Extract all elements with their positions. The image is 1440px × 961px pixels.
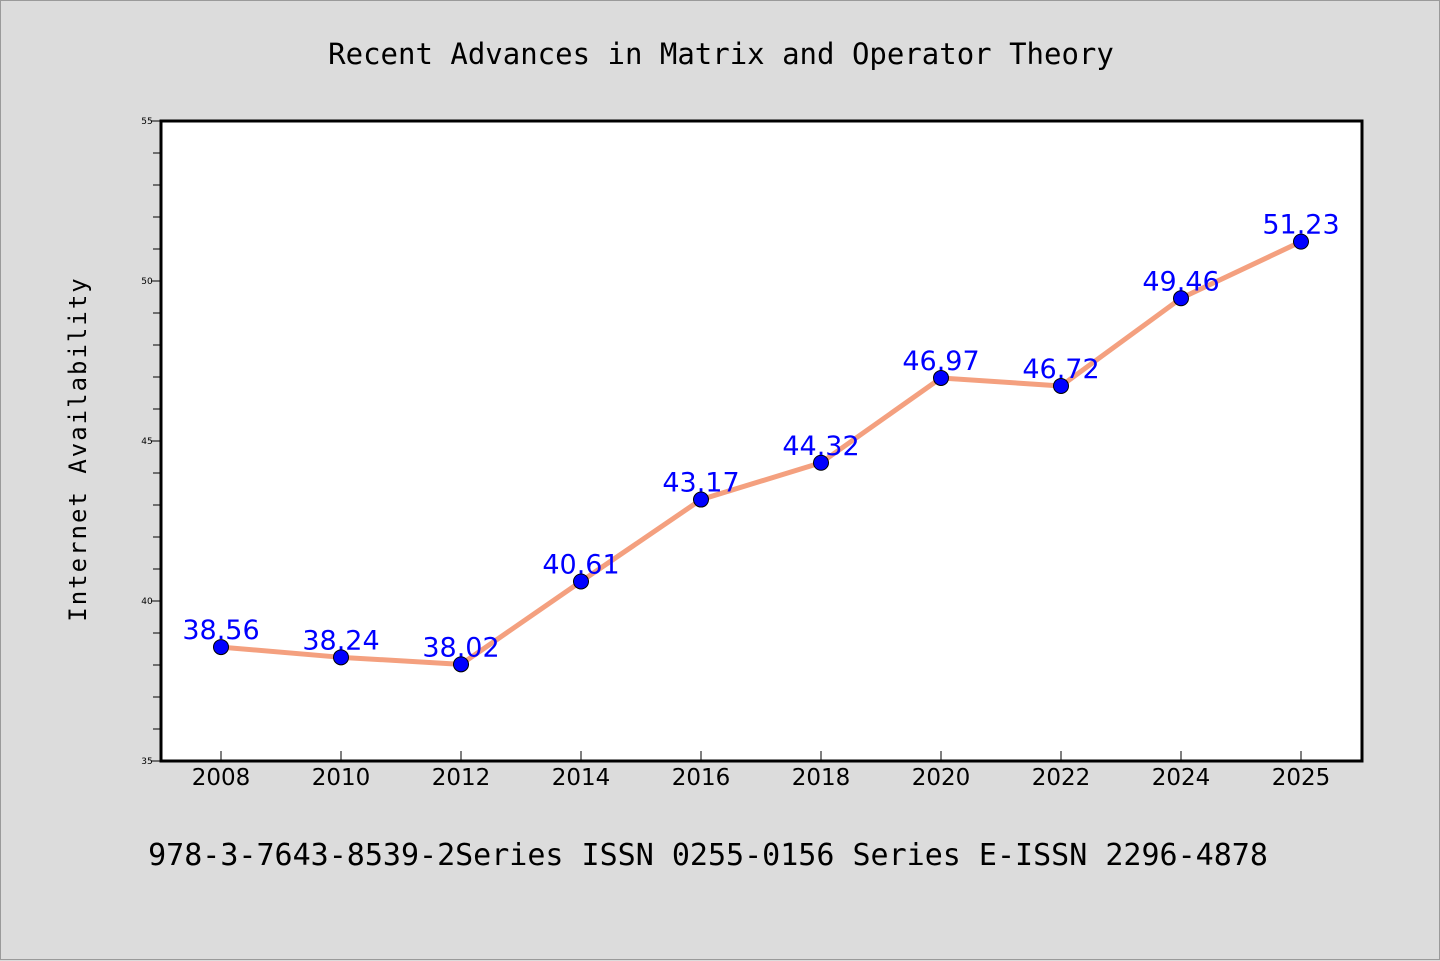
- x-tick-label: 2012: [432, 765, 491, 791]
- y-tick-label: 45: [141, 437, 152, 447]
- footer-isbn: 978-3-7643-8539-2Series ISSN 0255-0156 S…: [148, 838, 1268, 873]
- data-point: [573, 573, 589, 590]
- data-label: 38.02: [422, 632, 499, 663]
- y-tick-label: 50: [141, 277, 153, 287]
- data-label: 38.56: [182, 615, 259, 646]
- data-label: 40.61: [542, 549, 619, 580]
- y-axis: 35 40 45 50 55: [141, 117, 161, 767]
- data-point: [1173, 290, 1189, 307]
- x-axis: 2008 2010 2012 2014 2016 2018 2020 2022 2024 2025: [192, 751, 1331, 791]
- x-tick-label: 2008: [192, 765, 251, 791]
- x-tick-label: 2025: [1272, 765, 1331, 791]
- data-label: 49.46: [1142, 266, 1219, 297]
- x-tick-label: 2014: [552, 765, 611, 791]
- data-point: [1053, 377, 1069, 394]
- y-axis-label: Internet Availability: [64, 276, 92, 621]
- data-label: 51.23: [1262, 210, 1339, 241]
- y-tick-label: 55: [141, 117, 152, 127]
- x-tick-label: 2010: [312, 765, 371, 791]
- x-tick-label: 2018: [792, 765, 851, 791]
- data-point: [693, 491, 709, 508]
- x-tick-label: 2022: [1032, 765, 1091, 791]
- x-tick-label: 2024: [1152, 765, 1211, 791]
- chart-title: Recent Advances in Matrix and Operator T…: [328, 37, 1114, 71]
- data-point: [333, 649, 349, 666]
- data-label: 43.17: [662, 468, 739, 499]
- series-line: [220, 239, 1303, 667]
- data-point: [213, 639, 229, 656]
- series-layer: 38.56 38.24 38.02 40.61 43.17 44.32 46.97 46.72…: [182, 210, 1340, 673]
- data-label: 38.24: [302, 625, 379, 656]
- data-label: 46.72: [1022, 354, 1099, 385]
- data-label: 46.97: [902, 346, 979, 377]
- x-tick-label: 2020: [912, 765, 971, 791]
- y-tick-label: 40: [141, 597, 153, 607]
- y-tick-label: 35: [141, 757, 152, 767]
- data-point: [933, 369, 949, 386]
- x-tick-label: 2016: [672, 765, 731, 791]
- data-point: [453, 656, 469, 673]
- data-label: 44.32: [782, 431, 859, 462]
- plot-area: [159, 119, 1364, 763]
- data-point: [813, 454, 829, 471]
- data-point: [1293, 233, 1309, 250]
